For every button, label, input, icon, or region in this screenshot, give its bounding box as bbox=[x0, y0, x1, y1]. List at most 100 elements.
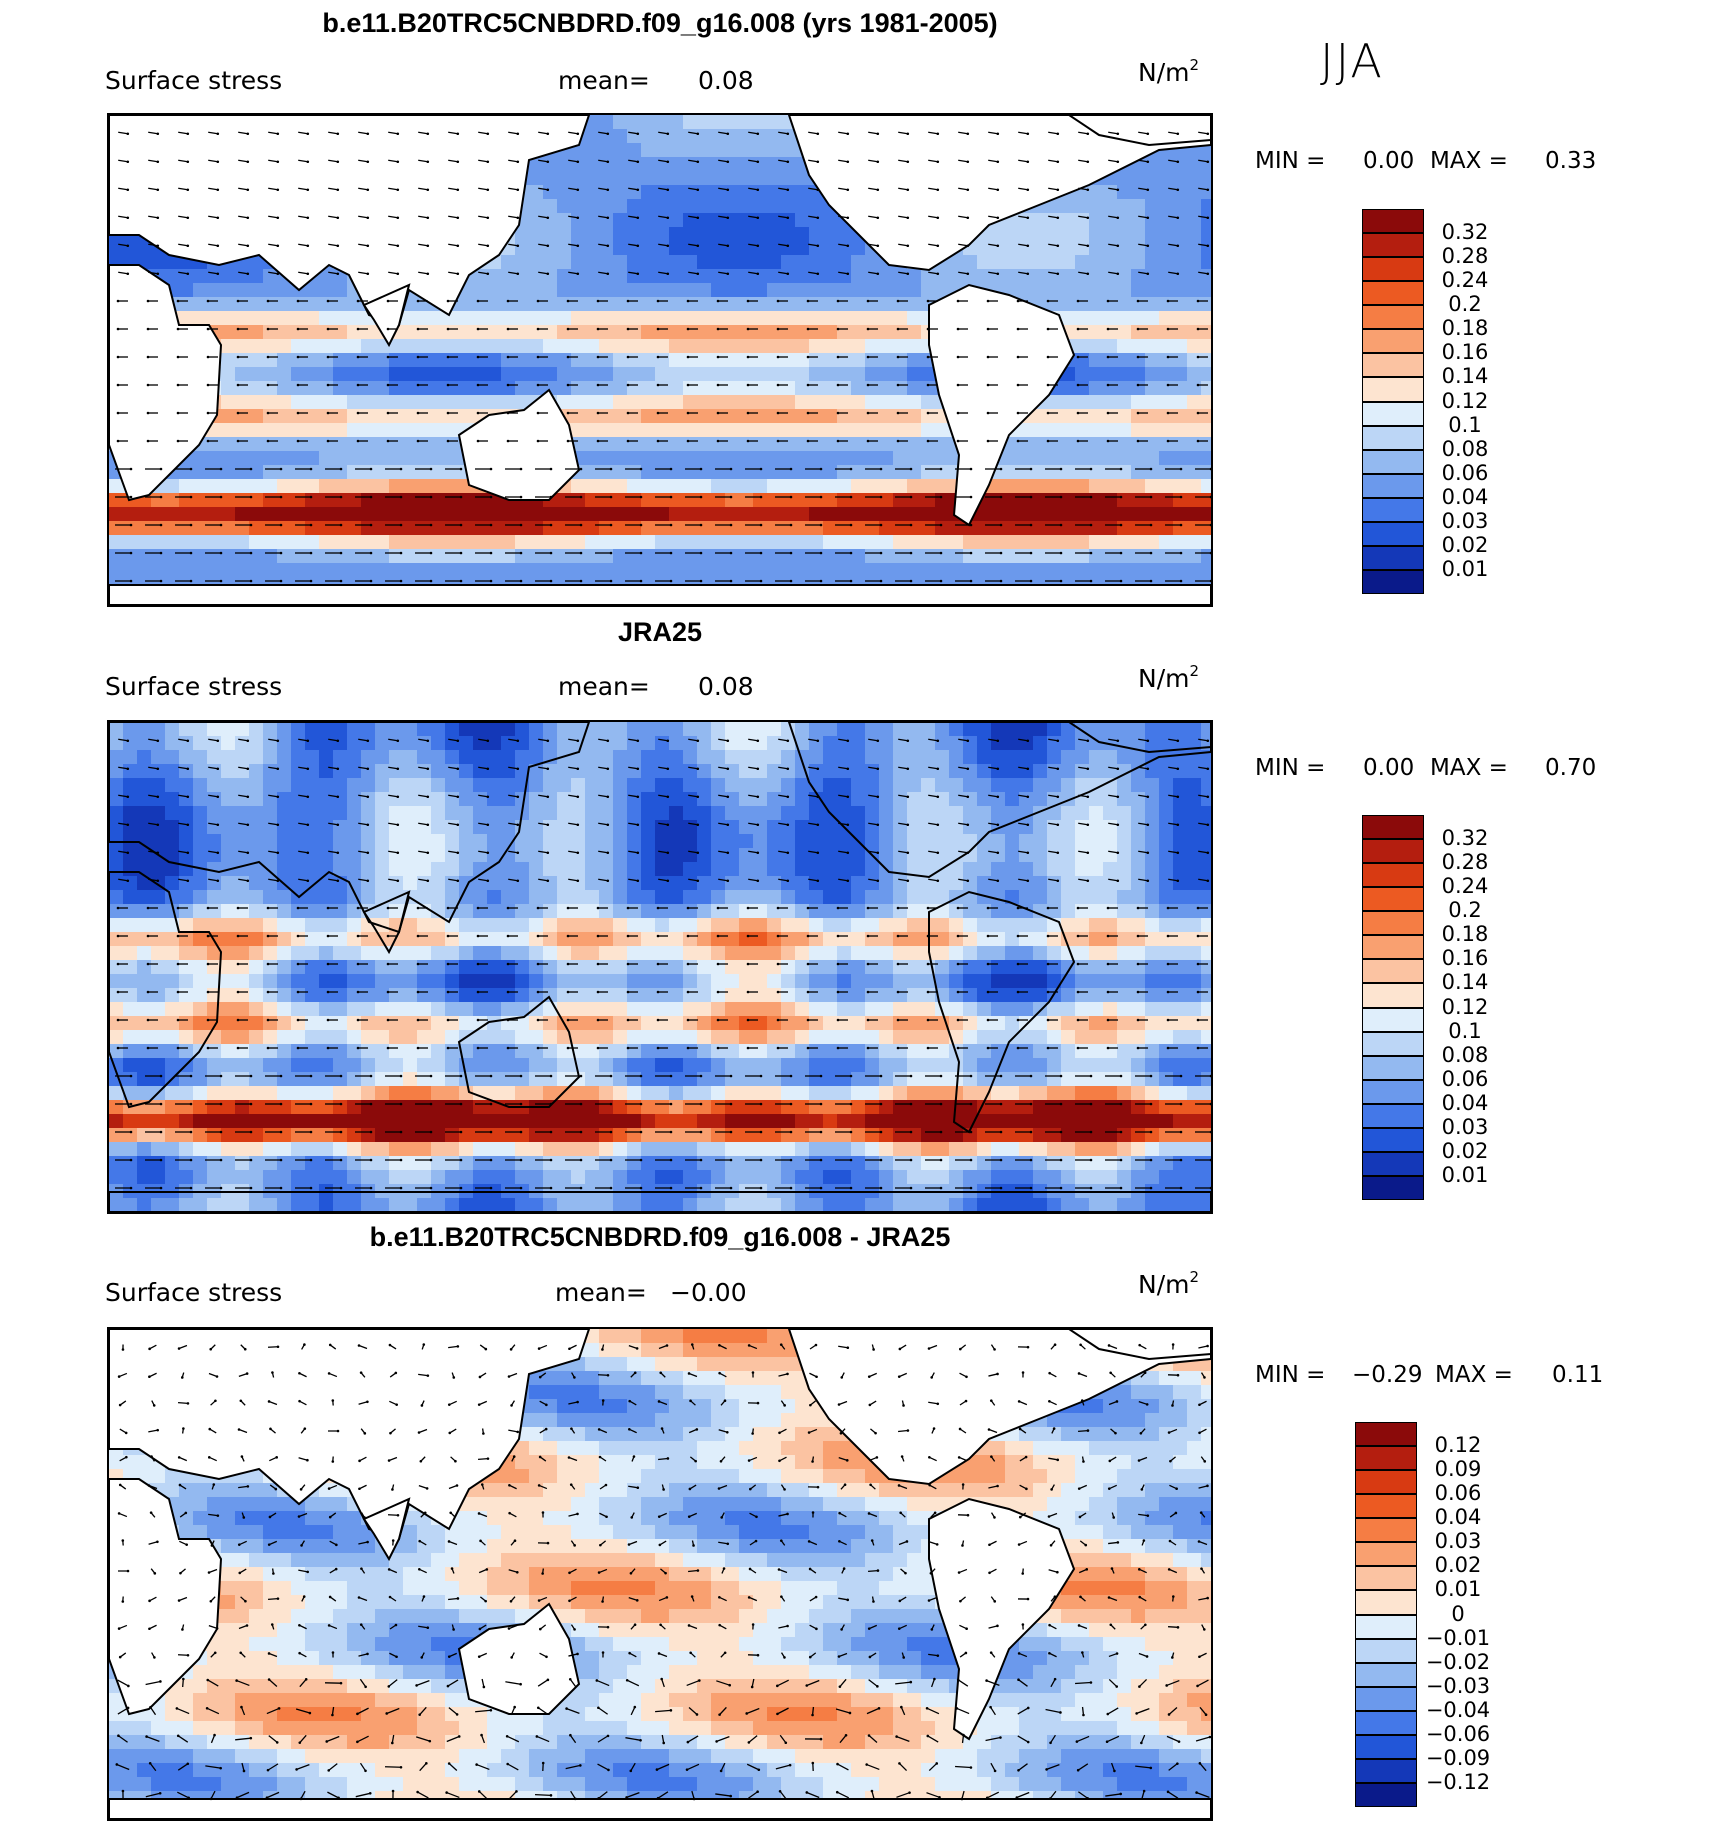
continents bbox=[109, 722, 1211, 1212]
mean-value: 0.08 bbox=[698, 672, 754, 701]
colorbar-swatch bbox=[1362, 425, 1424, 450]
min-label: MIN = bbox=[1255, 148, 1326, 174]
colorbar-swatch bbox=[1362, 863, 1424, 888]
min-value: −0.29 bbox=[1352, 1362, 1423, 1388]
stress-field bbox=[109, 1329, 1211, 1819]
colorbar-tick-label: −0.04 bbox=[1425, 1697, 1491, 1722]
units-label: N/m2 bbox=[1138, 56, 1200, 87]
colorbar-swatch bbox=[1355, 1422, 1417, 1447]
colorbar-swatch bbox=[1362, 353, 1424, 378]
colorbar-swatch bbox=[1362, 209, 1424, 234]
max-value: 0.33 bbox=[1545, 148, 1597, 174]
colorbar-swatch bbox=[1362, 569, 1424, 594]
stress-vectors bbox=[115, 1343, 1211, 1801]
colorbar-swatch bbox=[1355, 1614, 1417, 1639]
colorbar-swatch bbox=[1362, 911, 1424, 936]
map-plot bbox=[107, 1327, 1213, 1821]
colorbar-tick-label: 0.24 bbox=[1441, 874, 1489, 899]
stress-field bbox=[109, 115, 1211, 605]
colorbar-tick-label: 0.1 bbox=[1448, 1018, 1482, 1043]
colorbar-swatch bbox=[1362, 401, 1424, 426]
colorbar-swatch bbox=[1355, 1518, 1417, 1543]
colorbar-tick-label: 0.02 bbox=[1441, 1138, 1489, 1163]
colorbar-swatch bbox=[1362, 449, 1424, 474]
colorbar-swatch bbox=[1355, 1590, 1417, 1615]
colorbar-tick-label: 0.12 bbox=[1434, 1433, 1482, 1458]
colorbar-tick-label: 0.1 bbox=[1448, 412, 1482, 437]
colorbar-swatch bbox=[1362, 1079, 1424, 1104]
colorbar-swatch bbox=[1362, 377, 1424, 402]
colorbar-tick-label: 0.06 bbox=[1434, 1481, 1482, 1506]
colorbar-tick-label: 0.16 bbox=[1441, 340, 1489, 365]
colorbar-tick-label: 0.32 bbox=[1441, 826, 1489, 851]
colorbar-tick-label: 0.04 bbox=[1441, 484, 1489, 509]
colorbar-swatch bbox=[1355, 1710, 1417, 1735]
max-value: 0.70 bbox=[1545, 755, 1597, 781]
colorbar-tick-label: −0.01 bbox=[1425, 1625, 1491, 1650]
min-value: 0.00 bbox=[1363, 755, 1415, 781]
mean-label: mean= bbox=[558, 672, 650, 701]
colorbar-tick-label: 0.04 bbox=[1434, 1505, 1482, 1530]
colorbar-swatch bbox=[1362, 497, 1424, 522]
colorbar-swatch bbox=[1362, 1007, 1424, 1032]
panel-title: b.e11.B20TRC5CNBDRD.f09_g16.008 - JRA25 bbox=[369, 1222, 951, 1252]
colorbar-swatch bbox=[1362, 1127, 1424, 1152]
colorbar-tick-label: −0.12 bbox=[1425, 1769, 1491, 1794]
colorbar-swatch bbox=[1362, 983, 1424, 1008]
colorbar-swatch bbox=[1355, 1782, 1417, 1807]
colorbar-tick-label: 0.01 bbox=[1441, 556, 1489, 581]
colorbar-tick-label: −0.06 bbox=[1425, 1721, 1491, 1746]
colorbar-tick-label: 0.06 bbox=[1441, 460, 1489, 485]
map-plot bbox=[107, 113, 1213, 607]
colorbar-tick-label: 0 bbox=[1451, 1601, 1465, 1626]
colorbar-swatch bbox=[1355, 1686, 1417, 1711]
colorbar-tick-label: 0.2 bbox=[1448, 292, 1482, 317]
colorbar-swatch bbox=[1362, 521, 1424, 546]
colorbar-tick-label: −0.03 bbox=[1425, 1673, 1491, 1698]
colorbar-tick-label: 0.14 bbox=[1441, 970, 1489, 995]
colorbar-swatch bbox=[1362, 257, 1424, 282]
colorbar-tick-label: 0.14 bbox=[1441, 364, 1489, 389]
colorbar-swatch bbox=[1355, 1758, 1417, 1783]
colorbar-swatch bbox=[1362, 887, 1424, 912]
colorbar-swatch bbox=[1355, 1542, 1417, 1567]
colorbar-tick-label: 0.12 bbox=[1441, 994, 1489, 1019]
stress-vectors bbox=[115, 738, 1211, 1190]
stress-field bbox=[109, 722, 1211, 1212]
colorbar-tick-label: 0.08 bbox=[1441, 1042, 1489, 1067]
colorbar-swatch bbox=[1362, 839, 1424, 864]
colorbar: 0.32 0.28 0.24 0.2 0.18 0.16 0.14 0.12 0.1 0.08 0.… bbox=[1362, 815, 1488, 1200]
mean-value: −0.00 bbox=[670, 1278, 747, 1307]
colorbar-swatch bbox=[1362, 473, 1424, 498]
colorbar-tick-label: 0.18 bbox=[1441, 316, 1489, 341]
colorbar-swatch bbox=[1362, 305, 1424, 330]
colorbar-swatch bbox=[1362, 1055, 1424, 1080]
colorbar-swatch bbox=[1362, 935, 1424, 960]
colorbar-tick-label: 0.01 bbox=[1441, 1162, 1489, 1187]
colorbar-swatch bbox=[1362, 1151, 1424, 1176]
colorbar-tick-label: −0.09 bbox=[1425, 1745, 1491, 1770]
stress-vectors bbox=[115, 131, 1211, 583]
colorbar-swatch bbox=[1362, 959, 1424, 984]
colorbar-tick-label: 0.04 bbox=[1441, 1090, 1489, 1115]
colorbar-tick-label: 0.08 bbox=[1441, 436, 1489, 461]
colorbar: 0.32 0.28 0.24 0.2 0.18 0.16 0.14 0.12 0.1 0.08 0.… bbox=[1362, 209, 1488, 594]
units-label: N/m2 bbox=[1138, 662, 1200, 693]
continents bbox=[109, 115, 1211, 605]
max-label: MAX = bbox=[1430, 755, 1508, 781]
mean-label: mean= bbox=[555, 1278, 647, 1307]
units-label: N/m2 bbox=[1138, 1268, 1200, 1299]
mean-value: 0.08 bbox=[698, 66, 754, 95]
colorbar-swatch bbox=[1362, 1175, 1424, 1200]
max-label: MAX = bbox=[1430, 148, 1508, 174]
colorbar-tick-label: 0.03 bbox=[1434, 1529, 1482, 1554]
variable-label: Surface stress bbox=[105, 66, 283, 95]
colorbar-tick-label: 0.03 bbox=[1441, 1114, 1489, 1139]
colorbar-swatch bbox=[1362, 1103, 1424, 1128]
season-label: JJA bbox=[1320, 34, 1384, 88]
colorbar-tick-label: 0.12 bbox=[1441, 388, 1489, 413]
colorbar-swatch bbox=[1362, 545, 1424, 570]
max-value: 0.11 bbox=[1552, 1362, 1604, 1388]
colorbar-swatch bbox=[1355, 1446, 1417, 1471]
colorbar-swatch bbox=[1355, 1638, 1417, 1663]
